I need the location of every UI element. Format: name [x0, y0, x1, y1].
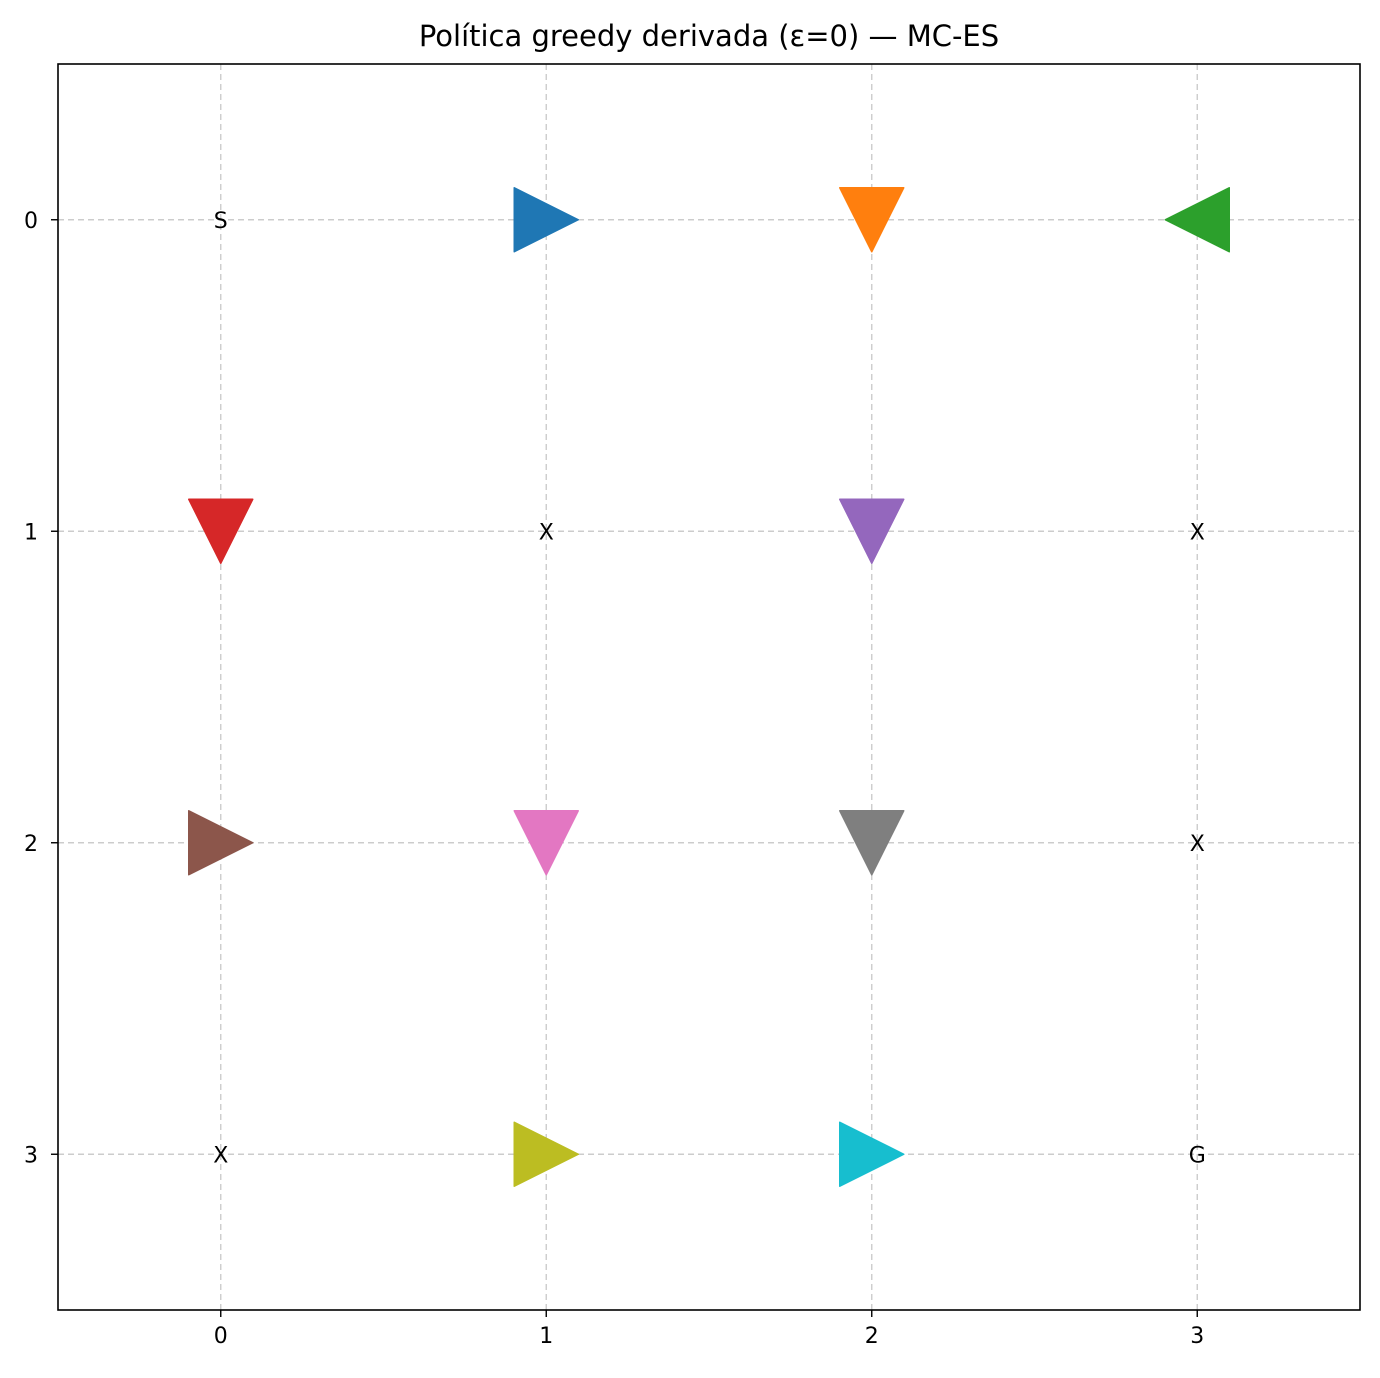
arrow-down-marker: [839, 498, 905, 564]
x-tick-label: 3: [1190, 1324, 1204, 1349]
arrow-left-marker: [1164, 187, 1230, 253]
grid: [58, 64, 1360, 1310]
y-tick-label: 3: [24, 1143, 38, 1168]
arrow-right-marker: [188, 810, 254, 876]
y-tick-label: 0: [24, 209, 38, 234]
arrow-right-marker: [513, 187, 579, 253]
y-tick-label: 1: [24, 520, 38, 545]
cell-label: X: [539, 520, 554, 545]
arrow-down-marker: [839, 810, 905, 876]
arrow-down-marker: [188, 498, 254, 564]
plot-frame: [57, 63, 1361, 1311]
x-tick-label: 2: [865, 1324, 879, 1349]
cell-label: X: [213, 1143, 228, 1168]
cell-labels: S X X X X G: [213, 209, 1206, 1169]
arrow-down-marker: [513, 810, 579, 876]
policy-arrows: [188, 187, 1230, 1187]
x-tick-label: 0: [214, 1324, 228, 1349]
axis-ticks: 0 1 2 3 0 1 2 3: [24, 209, 1204, 1349]
arrow-right-marker: [513, 1121, 579, 1187]
arrow-down-marker: [839, 187, 905, 253]
arrow-right-marker: [839, 1121, 905, 1187]
cell-label: G: [1189, 1143, 1206, 1168]
cell-label: X: [1190, 832, 1205, 857]
cell-label: X: [1190, 520, 1205, 545]
x-tick-label: 1: [539, 1324, 553, 1349]
y-tick-label: 2: [24, 832, 38, 857]
chart-title: Política greedy derivada (ε=0) — MC-ES: [419, 19, 999, 53]
cell-label: S: [214, 209, 228, 234]
